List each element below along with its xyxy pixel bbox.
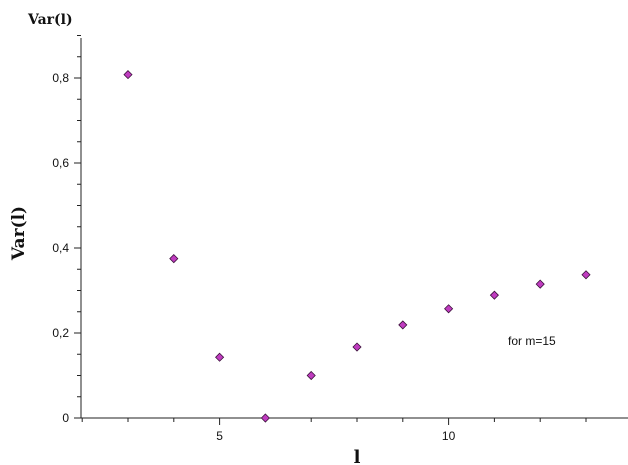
data-point [260, 413, 270, 423]
annotation-text: for m=15 [508, 334, 556, 348]
data-point [535, 279, 545, 289]
data-point [215, 352, 225, 362]
y-tick-label: 0,8 [52, 71, 69, 85]
y-axis-ticks: 0 0,2 0,4 0,6 0,8 [52, 35, 81, 425]
x-axis-label: l [354, 447, 361, 465]
x-tick-label: 5 [216, 429, 223, 443]
data-point [489, 290, 499, 300]
data-point [306, 370, 316, 381]
x-axis-ticks: 5 10 [81, 418, 587, 443]
y-axis-label: Var(l) [9, 206, 29, 261]
axes [80, 38, 628, 419]
x-tick-label: 10 [442, 429, 456, 443]
data-point [398, 320, 408, 330]
data-point [169, 254, 179, 264]
data-point [444, 304, 454, 314]
y-tick-label: 0 [62, 411, 69, 425]
chart-title: Var(l) [27, 12, 73, 28]
y-tick-label: 0,6 [52, 156, 69, 170]
data-point [352, 342, 362, 352]
data-points [123, 70, 591, 423]
y-tick-label: 0,4 [52, 241, 69, 255]
y-tick-label: 0,2 [52, 326, 69, 340]
data-point [581, 270, 591, 280]
data-point [123, 70, 133, 80]
